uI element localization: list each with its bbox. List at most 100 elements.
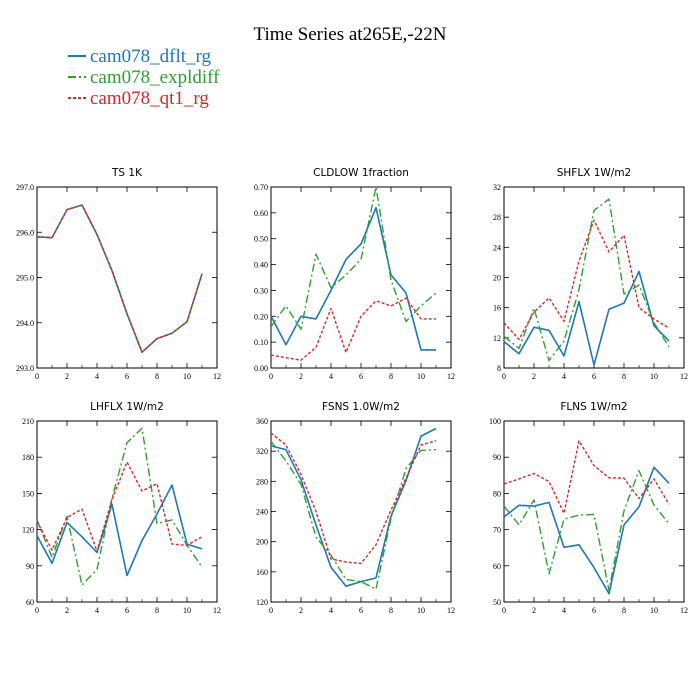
y-tick-label: 60 (493, 562, 501, 571)
y-tick-label: 294.0 (16, 319, 34, 328)
series-line (36, 484, 203, 577)
y-tick-label: 8 (497, 364, 501, 373)
x-tick-label: 4 (562, 372, 566, 381)
x-tick-label: 2 (532, 372, 536, 381)
y-tick-label: 210 (22, 417, 34, 426)
series-line (503, 466, 670, 595)
y-tick-label: 360 (256, 417, 268, 426)
panel: FLNS 1W/m2 0 2 4 6 8 10 12 50 60 70 80 90 100 (489, 401, 688, 615)
y-tick-label: 0.20 (254, 312, 268, 321)
y-tick-label: 0.30 (254, 286, 268, 295)
legend-item: cam078_dflt_rg (68, 46, 212, 67)
y-tick-label: 0.00 (254, 364, 268, 373)
x-tick-label: 12 (213, 606, 221, 615)
x-tick-label: 2 (532, 606, 536, 615)
y-tick-label: 293.0 (16, 364, 34, 373)
x-tick-label: 10 (650, 606, 658, 615)
x-tick-label: 6 (592, 606, 596, 615)
y-tick-label: 32 (493, 183, 501, 192)
x-tick-label: 10 (650, 372, 658, 381)
x-tick-label: 4 (329, 606, 333, 615)
x-tick-label: 8 (155, 606, 159, 615)
x-tick-label: 2 (65, 606, 69, 615)
series-line (36, 204, 203, 354)
panel-title: LHFLX 1W/m2 (90, 401, 164, 413)
x-tick-label: 12 (447, 372, 455, 381)
x-tick-label: 0 (269, 606, 273, 615)
x-tick-label: 0 (502, 372, 506, 381)
legend-label-dflt: cam078_dflt_rg (90, 46, 212, 67)
x-tick-label: 0 (35, 606, 39, 615)
panel: TS 1K 0 2 4 6 8 10 12 293.0 294.0 295.0 296.0 297.0 (16, 167, 221, 381)
series-line (503, 198, 670, 362)
y-tick-label: 12 (493, 334, 501, 343)
series-line (503, 469, 670, 592)
x-tick-label: 8 (389, 606, 393, 615)
x-tick-label: 10 (183, 372, 191, 381)
x-tick-label: 4 (562, 606, 566, 615)
panel-title: CLDLOW 1fraction (313, 167, 409, 179)
x-tick-label: 0 (35, 372, 39, 381)
y-tick-label: 297.0 (16, 183, 34, 192)
y-tick-label: 24 (493, 243, 501, 252)
y-tick-label: 120 (256, 598, 268, 607)
series-line (503, 440, 670, 514)
y-tick-label: 280 (256, 477, 268, 486)
legend-item: cam078_expldiff (68, 67, 220, 88)
y-tick-label: 50 (493, 598, 501, 607)
x-tick-label: 12 (680, 606, 688, 615)
x-tick-label: 6 (125, 606, 129, 615)
y-tick-label: 90 (26, 562, 34, 571)
figure-title: Time Series at265E,-22N (254, 24, 447, 45)
series-line (270, 206, 436, 351)
y-tick-label: 200 (256, 538, 268, 547)
series-line (270, 440, 437, 590)
x-tick-label: 4 (95, 372, 99, 381)
legend-label-qt1: cam078_qt1_rg (90, 88, 209, 109)
x-tick-label: 4 (95, 606, 99, 615)
y-tick-label: 150 (22, 489, 34, 498)
x-tick-label: 0 (502, 606, 506, 615)
y-tick-label: 295.0 (16, 274, 34, 283)
x-tick-label: 8 (622, 606, 626, 615)
x-tick-label: 12 (680, 372, 688, 381)
y-tick-label: 0.50 (254, 235, 268, 244)
series-line (36, 461, 203, 552)
x-tick-label: 4 (329, 372, 333, 381)
series-line (36, 204, 203, 353)
legend-label-expl: cam078_expldiff (90, 67, 220, 88)
x-tick-label: 6 (125, 372, 129, 381)
y-tick-label: 120 (22, 526, 34, 535)
x-tick-label: 0 (269, 372, 273, 381)
legend-item: cam078_qt1_rg (68, 88, 209, 109)
y-tick-label: 20 (493, 274, 501, 283)
x-tick-label: 10 (417, 606, 425, 615)
y-tick-label: 0.10 (254, 338, 268, 347)
x-tick-label: 10 (183, 606, 191, 615)
y-tick-label: 296.0 (16, 228, 34, 237)
series-line (270, 427, 437, 588)
panel-title: FSNS 1.0W/m2 (322, 401, 400, 413)
series-line (270, 432, 437, 565)
series-line (270, 297, 436, 361)
panels-container: TS 1K0 2 4 6 8 10 12293.0294.0295.0296.0297.0C… (16, 167, 688, 615)
plot-frame (270, 186, 452, 369)
y-tick-label: 100 (489, 417, 501, 426)
series-line (503, 270, 670, 366)
y-tick-label: 160 (256, 568, 268, 577)
x-tick-label: 8 (389, 372, 393, 381)
plot-frame (503, 420, 685, 603)
plot-frame (270, 420, 452, 603)
y-tick-label: 70 (493, 526, 501, 535)
y-tick-label: 0.40 (254, 261, 268, 270)
x-tick-label: 2 (299, 372, 303, 381)
y-tick-label: 240 (256, 508, 268, 517)
x-tick-label: 6 (359, 372, 363, 381)
y-tick-label: 80 (493, 489, 501, 498)
y-tick-label: 60 (26, 598, 34, 607)
y-tick-label: 320 (256, 447, 268, 456)
y-tick-label: 90 (493, 453, 501, 462)
y-tick-label: 28 (493, 213, 501, 222)
